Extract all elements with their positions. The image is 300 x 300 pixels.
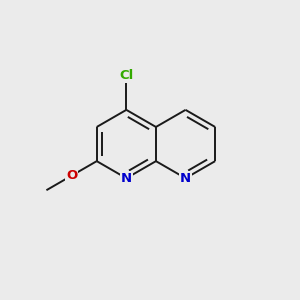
Text: N: N [121, 172, 132, 185]
Text: N: N [180, 172, 191, 185]
Text: Cl: Cl [119, 69, 134, 82]
Text: O: O [66, 169, 77, 182]
